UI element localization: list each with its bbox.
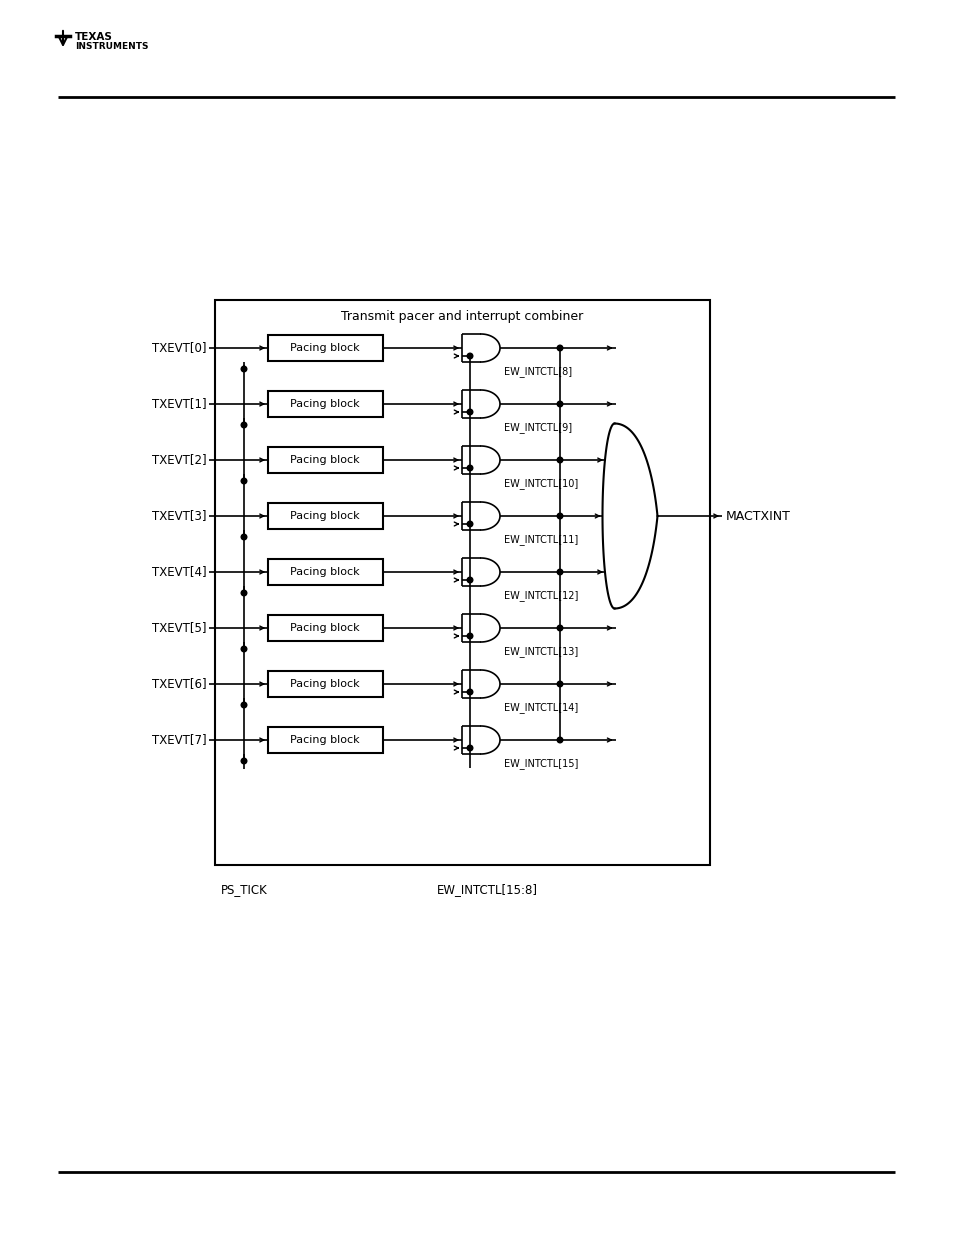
Bar [268, 391, 382, 417]
Bar [268, 559, 382, 585]
Text: PS_TICK: PS_TICK [220, 883, 267, 897]
Bar [268, 671, 382, 697]
Text: EW_INTCTL[14]: EW_INTCTL[14] [503, 701, 578, 713]
Bar [268, 503, 382, 529]
Circle shape [467, 745, 473, 751]
Circle shape [467, 577, 473, 583]
Text: TXEVT[1]: TXEVT[1] [152, 398, 207, 410]
Text: Pacing block: Pacing block [290, 511, 359, 521]
Circle shape [467, 466, 473, 471]
Text: EW_INTCTL[10]: EW_INTCTL[10] [503, 478, 578, 489]
Text: Pacing block: Pacing block [290, 735, 359, 745]
Circle shape [241, 590, 247, 595]
Circle shape [467, 521, 473, 527]
Circle shape [241, 758, 247, 763]
Text: TXEVT[3]: TXEVT[3] [152, 510, 207, 522]
Text: TXEVT[6]: TXEVT[6] [152, 678, 207, 690]
Text: Transmit pacer and interrupt combiner: Transmit pacer and interrupt combiner [341, 310, 583, 322]
Text: EW_INTCTL[12]: EW_INTCTL[12] [503, 590, 578, 601]
Circle shape [241, 703, 247, 708]
Bar [268, 335, 382, 361]
Text: TXEVT[4]: TXEVT[4] [152, 566, 207, 578]
Text: TXEVT[0]: TXEVT[0] [152, 342, 207, 354]
Circle shape [557, 346, 562, 351]
Text: EW_INTCTL[11]: EW_INTCTL[11] [503, 534, 578, 545]
Text: Pacing block: Pacing block [290, 622, 359, 634]
Circle shape [467, 634, 473, 638]
Bar [268, 727, 382, 753]
Circle shape [557, 737, 562, 742]
Text: Pacing block: Pacing block [290, 343, 359, 353]
Circle shape [557, 569, 562, 574]
Text: TEXAS: TEXAS [75, 32, 112, 42]
Circle shape [241, 478, 247, 484]
Circle shape [241, 367, 247, 372]
Text: Pacing block: Pacing block [290, 567, 359, 577]
Text: MACTXINT: MACTXINT [725, 510, 790, 522]
Text: TXEVT[7]: TXEVT[7] [152, 734, 207, 746]
Text: Pacing block: Pacing block [290, 399, 359, 409]
Circle shape [467, 409, 473, 415]
Text: EW_INTCTL[13]: EW_INTCTL[13] [503, 646, 578, 657]
Text: TXEVT[5]: TXEVT[5] [152, 621, 207, 635]
Bar [268, 615, 382, 641]
Circle shape [557, 514, 562, 519]
Circle shape [241, 422, 247, 427]
Text: INSTRUMENTS: INSTRUMENTS [75, 42, 149, 51]
Text: TXEVT[2]: TXEVT[2] [152, 453, 207, 467]
Circle shape [557, 682, 562, 687]
Text: Pacing block: Pacing block [290, 679, 359, 689]
Text: EW_INTCTL[8]: EW_INTCTL[8] [503, 366, 572, 377]
Text: EW_INTCTL[15]: EW_INTCTL[15] [503, 758, 578, 769]
Circle shape [241, 646, 247, 652]
Circle shape [557, 625, 562, 631]
Circle shape [241, 535, 247, 540]
Circle shape [557, 457, 562, 463]
Text: Pacing block: Pacing block [290, 454, 359, 466]
Circle shape [467, 353, 473, 359]
Bar [268, 447, 382, 473]
Circle shape [557, 401, 562, 406]
Text: EW_INTCTL[9]: EW_INTCTL[9] [503, 422, 572, 433]
Circle shape [467, 689, 473, 695]
Text: EW_INTCTL[15:8]: EW_INTCTL[15:8] [436, 883, 537, 897]
Bar [214, 300, 709, 864]
